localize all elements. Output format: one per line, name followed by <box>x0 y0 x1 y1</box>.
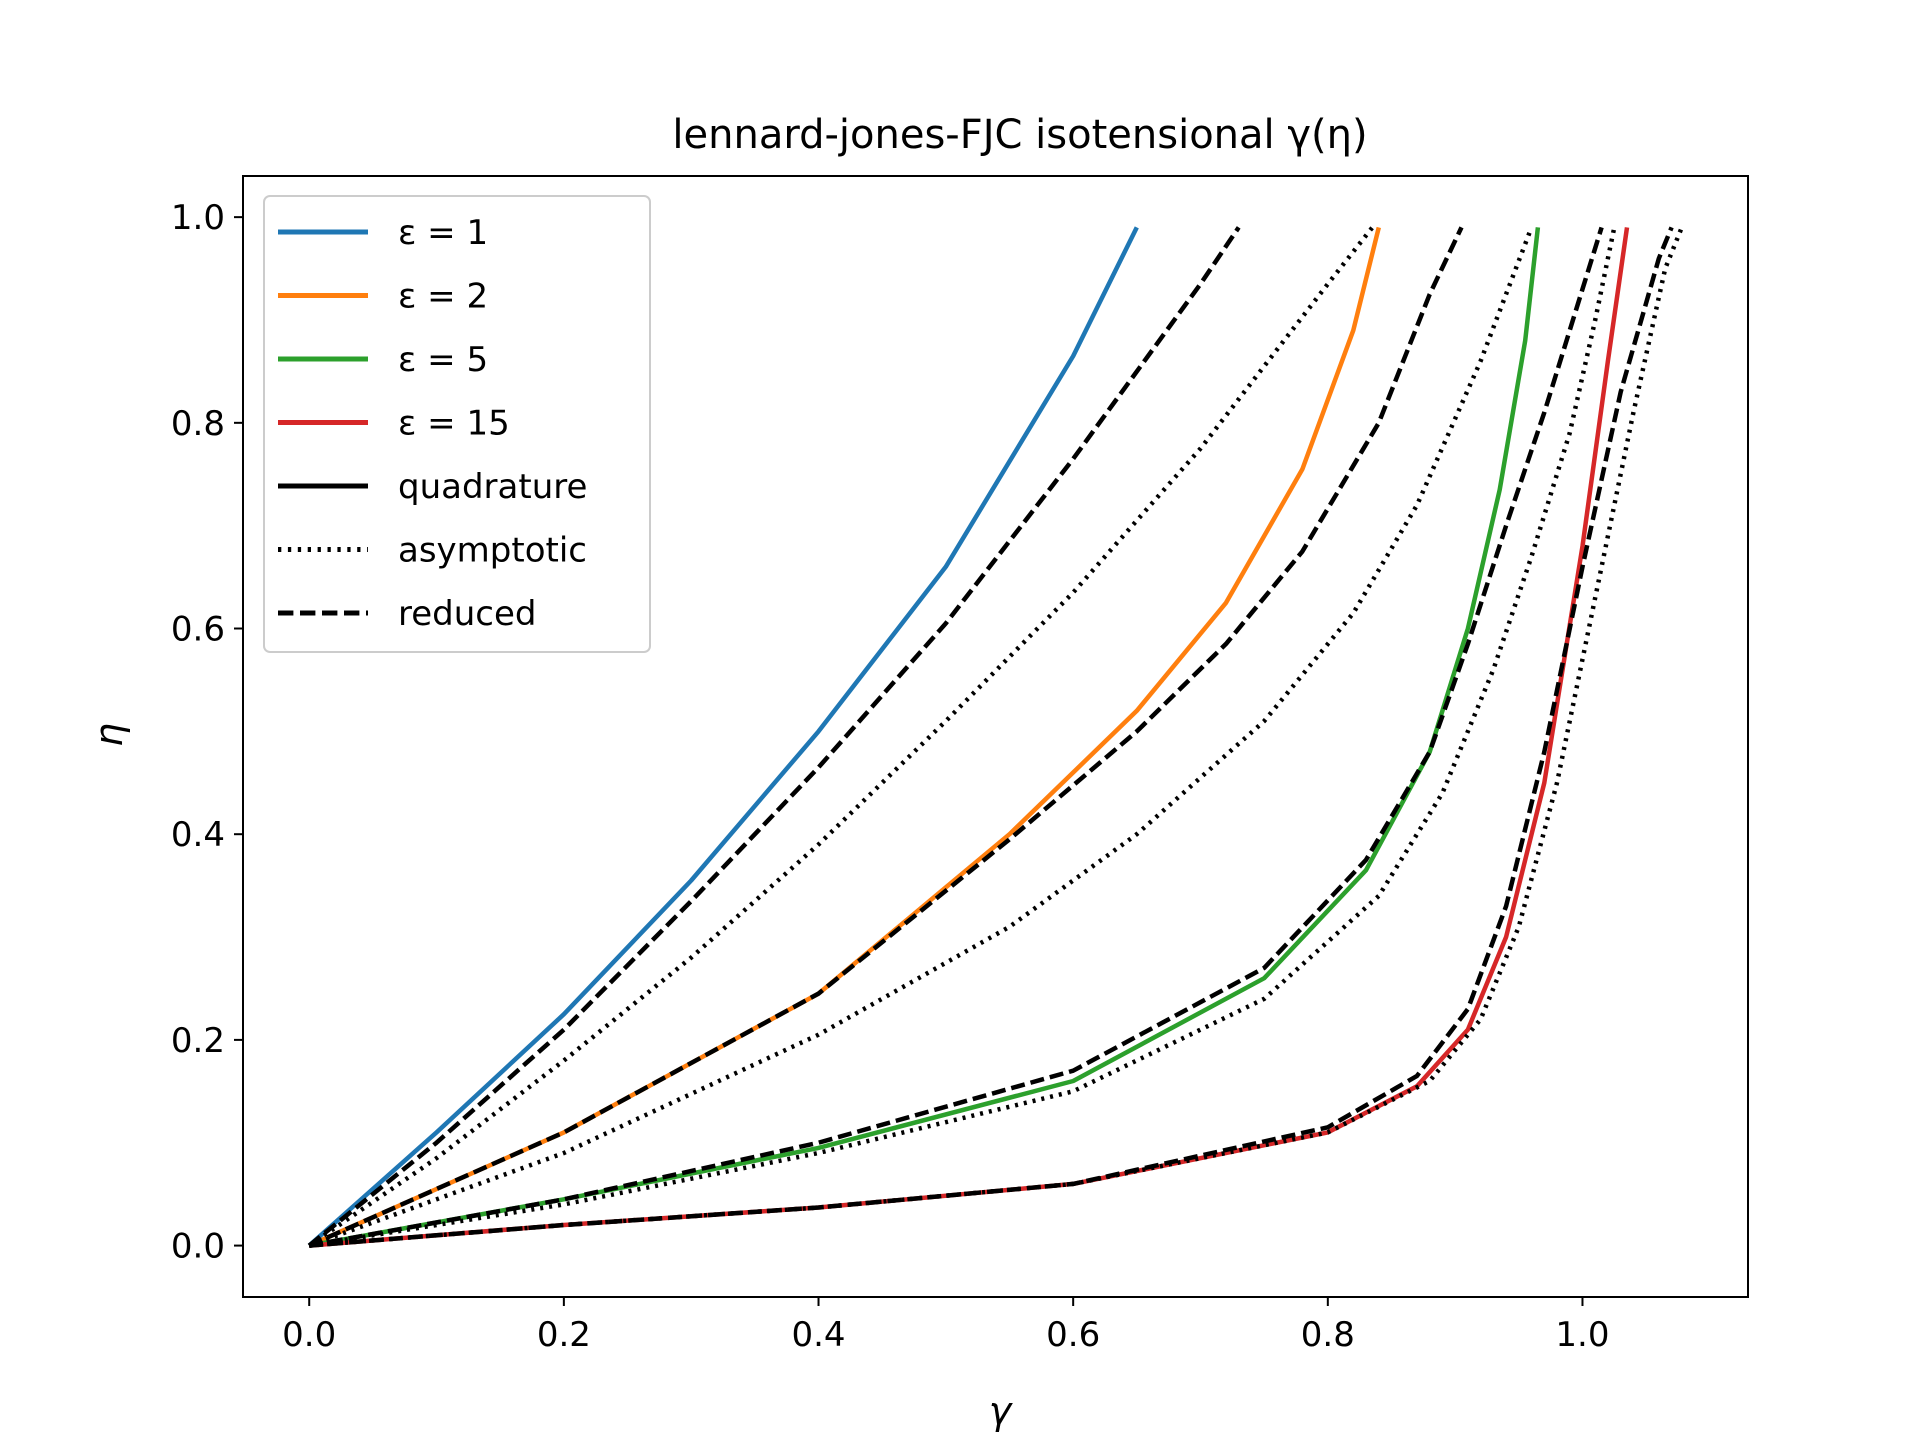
x-axis-label: γ <box>989 1389 1014 1433</box>
series-line-eps-1-asymptotic <box>307 226 1375 1248</box>
legend-item-asymptotic: asymptotic <box>278 531 587 571</box>
y-tick-label: 0.8 <box>171 404 225 444</box>
series-line-eps-15-reduced <box>309 226 1674 1248</box>
legend-label: reduced <box>398 594 536 634</box>
x-tick-label: 1.0 <box>1555 1315 1609 1355</box>
plot-area <box>307 226 1684 1248</box>
x-tick-label: 0.8 <box>1301 1315 1355 1355</box>
series-line-eps-5-quadrature <box>308 227 1541 1248</box>
legend-item-reduced: reduced <box>278 594 536 634</box>
legend-item-eps-15: ε = 15 <box>278 404 510 444</box>
legend-item-eps-1: ε = 1 <box>278 213 488 253</box>
series-line-eps-5-reduced <box>308 226 1604 1248</box>
series-line-eps-2-quadrature <box>308 226 1381 1248</box>
legend-item-quadrature: quadrature <box>278 467 587 507</box>
y-tick-label: 0.0 <box>171 1227 225 1267</box>
legend-item-eps-2: ε = 2 <box>278 277 488 317</box>
y-tick-label: 1.0 <box>171 198 225 238</box>
legend-label: ε = 1 <box>398 213 488 253</box>
series-line-eps-5-asymptotic <box>308 226 1617 1248</box>
y-tick-label: 0.4 <box>171 815 225 855</box>
series-line-eps-2-reduced <box>308 226 1464 1248</box>
legend-box <box>263 195 651 653</box>
legend-label: ε = 15 <box>398 404 510 444</box>
chart-title: lennard-jones-FJC isotensional γ(η) <box>672 112 1367 158</box>
legend: ε = 1 ε = 2 ε = 5 ε = 15 quadrature asymptoti… <box>263 195 651 653</box>
y-tick-label: 0.6 <box>171 610 225 650</box>
x-tick-label: 0.2 <box>537 1315 591 1355</box>
series-line-eps-1-reduced <box>307 226 1241 1248</box>
legend-label: ε = 5 <box>398 340 488 380</box>
legend-label: ε = 2 <box>398 277 488 317</box>
x-tick-label: 0.4 <box>791 1315 845 1355</box>
axes-frame <box>242 175 1749 1298</box>
x-tick-label: 0.6 <box>1046 1315 1100 1355</box>
series-line-eps-15-asymptotic <box>309 226 1684 1248</box>
legend-item-eps-5: ε = 5 <box>278 340 488 380</box>
legend-label: quadrature <box>398 467 587 507</box>
y-tick-label: 0.2 <box>171 1021 225 1061</box>
series-line-eps-1-quadrature <box>307 226 1139 1248</box>
y-axis-label: η <box>87 723 131 747</box>
x-tick-label: 0.0 <box>282 1315 336 1355</box>
axes: 0.0 0.2 0.4 0.6 0.8 1.0 0.0 0.2 0.4 0.6 0.8 1.0 <box>171 175 1749 1355</box>
legend-label: asymptotic <box>398 531 587 571</box>
